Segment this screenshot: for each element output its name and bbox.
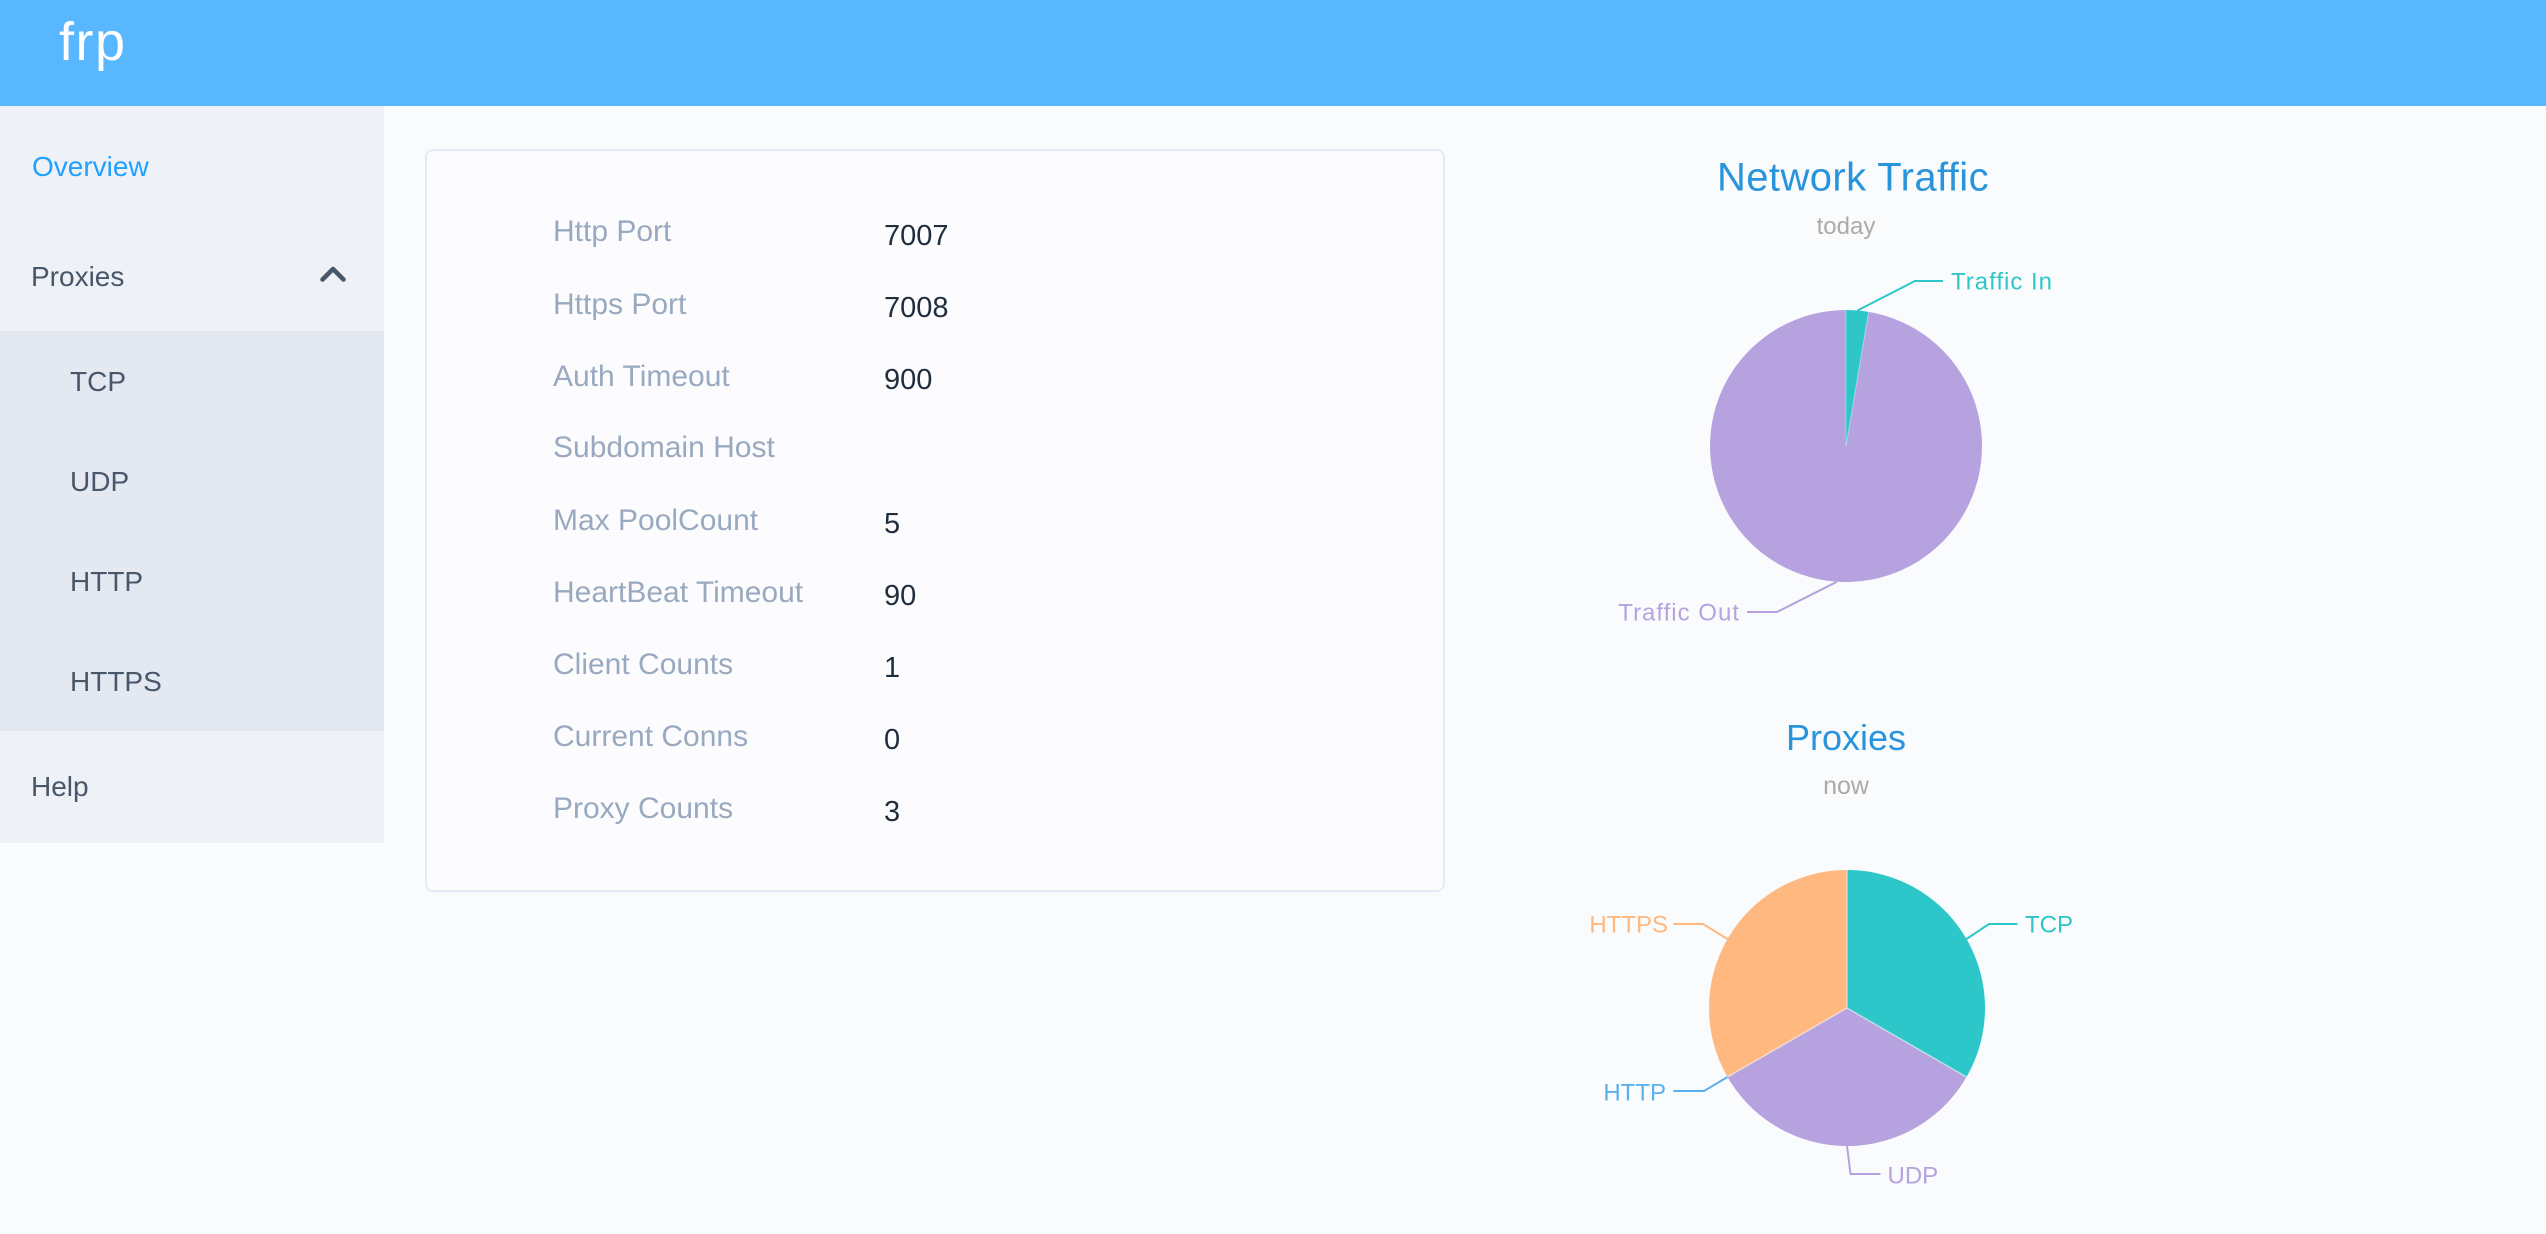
svg-text:Traffic Out: Traffic Out: [1618, 600, 1740, 627]
svg-text:TCP: TCP: [2025, 912, 2073, 939]
svg-text:Network Traffic: Network Traffic: [1717, 156, 1989, 200]
svg-text:today: today: [1817, 213, 1876, 240]
svg-text:now: now: [1823, 772, 1870, 800]
svg-text:HTTPS: HTTPS: [1589, 912, 1668, 939]
svg-text:HTTP: HTTP: [1603, 1080, 1666, 1107]
svg-text:UDP: UDP: [1888, 1163, 1939, 1190]
svg-text:Proxies: Proxies: [1786, 717, 1906, 758]
svg-text:Traffic In: Traffic In: [1951, 269, 2053, 296]
